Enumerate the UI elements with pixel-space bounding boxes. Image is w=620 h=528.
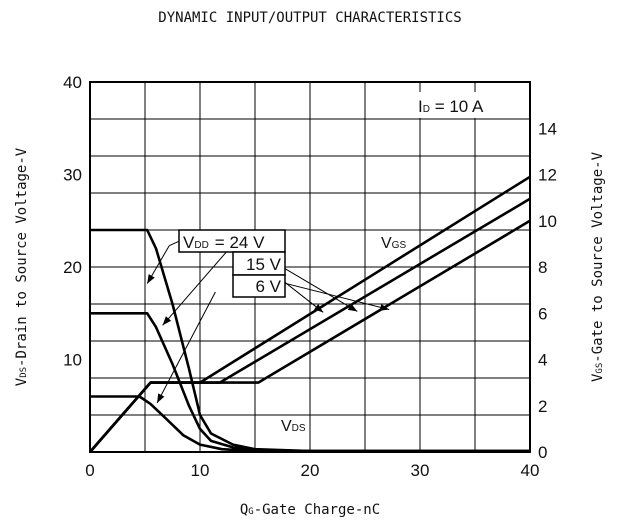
leader-arrowhead [313,304,324,313]
y-right-tick-label: 0 [538,443,547,462]
y-right-label-main: V [590,373,606,382]
y-right-tick-label: 8 [538,258,547,277]
y-right-tick-label: 6 [538,304,547,323]
y-right-tick-label: 4 [538,351,547,370]
x-tick-label: 40 [521,461,540,480]
vds-label-main: V [281,418,292,435]
y-right-axis-label: VGS-Gate to Source Voltage-V [590,151,606,382]
chart-title: DYNAMIC INPUT/OUTPUT CHARACTERISTICS [158,10,461,26]
vdd-prefix-sub: DD [194,240,208,251]
y-right-tick-label: 2 [538,397,547,416]
y-right-label-rest: -Gate to Source Voltage-V [590,151,606,362]
x-tick-label: 10 [191,461,210,480]
vdd-legend: VDD = 24 V 15 V 6 V [178,229,286,298]
y-right-label-sub: GS [595,363,605,374]
vdd-item-24: = 24 V [215,233,265,252]
condition-label: ID = 10 A [418,92,526,118]
y-right-tick-label: 14 [538,119,557,138]
leader-line [162,249,229,326]
x-label-main: Q [240,502,248,518]
vds-label-sub: DS [292,423,306,434]
vdd-item-15: 15 V [246,255,282,274]
leader-arrowhead [162,316,172,326]
y-left-label-rest: -Drain to Source Voltage-V [14,147,30,367]
x-label-sub: G [248,507,253,517]
x-tick-label: 20 [301,461,320,480]
condition-rest: = 10 A [430,97,484,116]
svg-text:ID = 10 A: ID = 10 A [418,97,484,116]
leader-arrowhead [157,393,165,403]
leader-arrowhead [347,303,358,312]
vgs-curve-24v [89,219,531,453]
vds-curve-6v [90,395,530,453]
grid [90,82,530,452]
y-left-tick-label: 40 [63,73,82,92]
x-axis-label: QG-Gate Charge-nC [240,502,380,518]
vgs-label-sub: GS [392,240,407,251]
vdd-legend-box-bot [232,274,286,298]
condition-sub: D [423,104,430,115]
vdd-item-6: 6 V [255,277,281,296]
y-left-tick-label: 20 [63,258,82,277]
vds-curve-label: VDS [281,418,306,435]
vgs-curve-label: VGS [381,235,406,252]
y-right-tick-label: 12 [538,166,557,185]
y-left-tick-label: 10 [63,351,82,370]
y-left-label-main: V [14,377,30,386]
leader-line [279,281,390,311]
x-tick-label: 30 [411,461,430,480]
leader-arrowhead [147,274,155,284]
y-left-tick-label: 30 [63,166,82,185]
x-label-rest: -Gate Charge-nC [254,502,380,518]
vdd-legend-box-top [178,229,286,253]
condition-main: I [418,97,423,116]
y-left-axis-label: VDS-Drain to Source Voltage-V [14,147,30,386]
svg-text:VDD= 24 V: VDD = 24 V [183,233,265,252]
leader-line [156,291,216,404]
vgs-label-main: V [381,235,392,252]
leader-arrowhead [379,303,390,311]
y-right-tick-label: 10 [538,212,557,231]
y-left-label-sub: DS [19,367,29,378]
curves [89,175,531,453]
x-tick-label: 0 [85,461,94,480]
vdd-prefix-main: V [183,233,195,252]
leader-line [278,264,358,312]
